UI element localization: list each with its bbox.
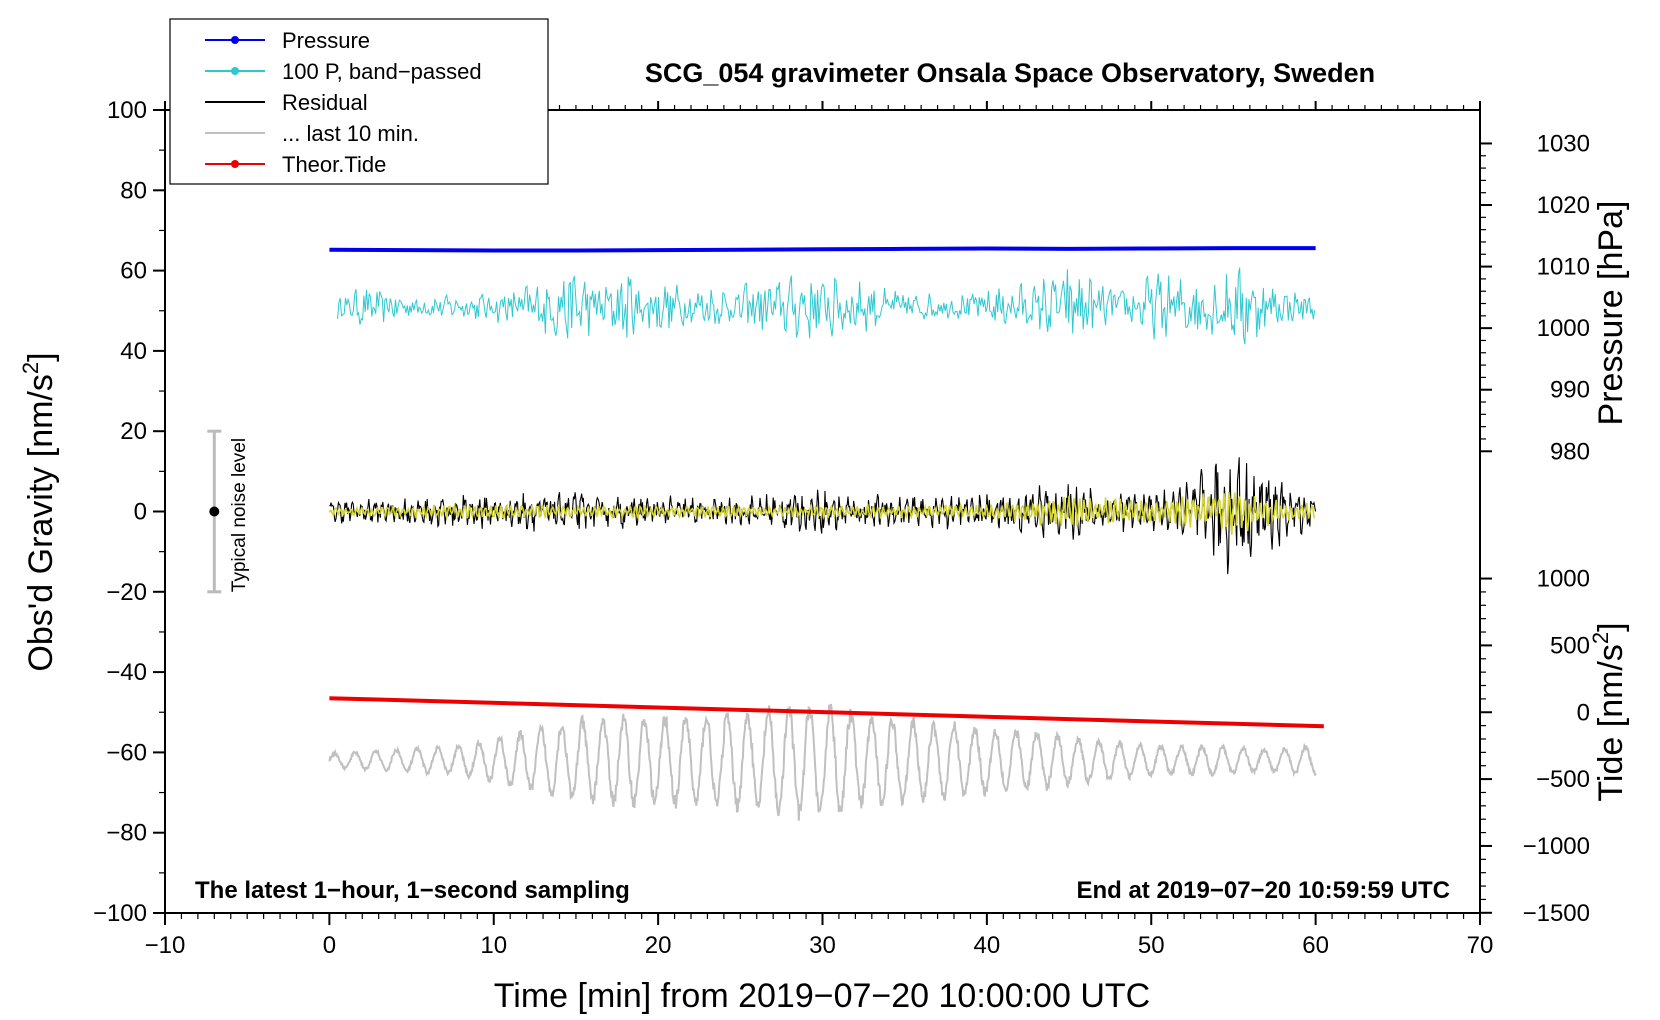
y-tick-label: 40 <box>120 338 147 365</box>
tide-tick-label: −1000 <box>1523 833 1590 860</box>
y-axis-title-tide: Tide [nm/s2] <box>1588 622 1630 801</box>
x-axis-title: Time [min] from 2019−07−20 10:00:00 UTC <box>494 977 1150 1015</box>
legend-marker <box>231 36 239 44</box>
y-tick-label: 20 <box>120 418 147 445</box>
noise-level-label: Typical noise level <box>229 438 250 592</box>
pressure-tick-label: 990 <box>1550 377 1590 404</box>
y-tick-label: 80 <box>120 177 147 204</box>
series-last-10-min <box>328 703 1317 821</box>
legend-label: Pressure <box>282 28 370 53</box>
pressure-tick-label: 1030 <box>1537 130 1590 157</box>
x-tick-label: 40 <box>974 932 1001 959</box>
noise-bar-dot <box>209 506 220 517</box>
legend-label: Residual <box>282 90 368 115</box>
legend-marker <box>231 160 239 168</box>
chart-title: SCG_054 gravimeter Onsala Space Observat… <box>645 58 1375 88</box>
legend-label: 100 P, band−passed <box>282 59 482 84</box>
annotation-right: End at 2019−07−20 10:59:59 UTC <box>1076 877 1450 904</box>
legend-label: ... last 10 min. <box>282 121 419 146</box>
tide-tick-label: −1500 <box>1523 900 1590 927</box>
y-tick-label: −100 <box>93 900 147 927</box>
series-pressure <box>329 246 1316 253</box>
y-tick-label: −40 <box>106 659 147 686</box>
series-bandpassed-pressure <box>337 267 1316 345</box>
axes-layer: −10 0 10 20 30 40 50 60 70−100−80−60−40−20020406… <box>93 97 1590 959</box>
x-tick-label: 70 <box>1467 932 1494 959</box>
x-tick-label: 10 <box>480 932 507 959</box>
pressure-tick-label: 1000 <box>1537 315 1590 342</box>
legend: Pressure 100 P, band−passed Residual ... la… <box>169 18 549 185</box>
x-tick-label: 60 <box>1302 932 1329 959</box>
tide-tick-label: −500 <box>1536 766 1590 793</box>
x-tick-label: 50 <box>1138 932 1165 959</box>
annotation-left: The latest 1−hour, 1−second sampling <box>195 877 630 904</box>
y-axis-title-pressure: Pressure [hPa] <box>1592 201 1630 426</box>
legend-items: Pressure 100 P, band−passed Residual ... la… <box>205 28 482 177</box>
legend-marker <box>231 67 239 75</box>
tide-tick-label: 500 <box>1550 632 1590 659</box>
pressure-tick-label: 1020 <box>1537 192 1590 219</box>
legend-label: Theor.Tide <box>282 152 386 177</box>
pressure-tick-label: 980 <box>1550 438 1590 465</box>
pressure-tick-label: 1010 <box>1537 254 1590 281</box>
y-tick-label: 60 <box>120 258 147 285</box>
y-tick-label: −20 <box>106 579 147 606</box>
y-tick-label: 100 <box>107 97 147 124</box>
series-residual-overlay <box>328 491 1316 535</box>
y-tick-label: −80 <box>106 820 147 847</box>
tide-tick-label: 1000 <box>1537 566 1590 593</box>
series-theor-tide <box>329 696 1324 729</box>
y-tick-label: 0 <box>134 499 147 526</box>
x-tick-label: 0 <box>323 932 336 959</box>
x-tick-label: 30 <box>809 932 836 959</box>
y-axis-title-gravity: Obs'd Gravity [nm/s2] <box>18 352 60 671</box>
y-tick-label: −60 <box>106 739 147 766</box>
x-tick-label: −10 <box>145 932 186 959</box>
x-tick-label: 20 <box>645 932 672 959</box>
tide-tick-label: 0 <box>1577 699 1590 726</box>
series-layer <box>207 246 1324 821</box>
